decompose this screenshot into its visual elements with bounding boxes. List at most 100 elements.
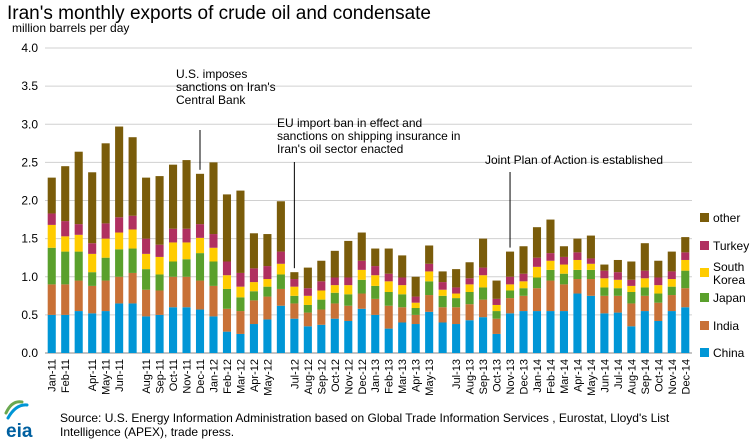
x-tick-label: Sep-12 [316,359,328,394]
bar-japan-mar-13 [398,294,407,308]
legend-label-south-korea: South Korea [713,260,745,287]
bar-south-korea-apr-12 [249,282,258,292]
bar-other-aug-13 [465,262,474,279]
bar-other-dec-11 [195,173,205,225]
bar-south-korea-feb-13 [384,281,393,292]
bar-south-korea-aug-14 [627,285,636,292]
bar-china-sep-13 [479,317,488,353]
bar-south-korea-sep-14 [640,278,649,288]
x-tick-label: Feb-12 [222,359,234,394]
bar-india-oct-12 [330,303,339,319]
x-tick-label: Jan-12 [208,359,220,393]
bar-south-korea-may-11 [101,238,110,258]
legend-label-turkey: Turkey [713,239,749,253]
x-tick-label: Sep-14 [640,359,652,394]
bar-other-aug-12 [303,267,312,289]
x-tick-label: Aug-13 [465,359,477,394]
bar-other-jul-11 [128,137,137,216]
bar-india-apr-12 [249,300,258,325]
bar-japan-dec-12 [357,279,366,294]
y-tick-label: 3.0 [21,117,38,131]
bar-other-oct-11 [169,164,178,229]
bar-japan-feb-13 [384,292,393,306]
bar-china-jan-12 [209,316,218,353]
bar-other-jul-14 [613,259,622,273]
bar-china-aug-13 [465,320,474,353]
bar-japan-sep-13 [479,287,488,300]
bar-south-korea-jun-14 [600,278,609,288]
x-tick-label: May-12 [262,359,274,396]
bar-japan-mar-11 [74,251,83,281]
bar-china-mar-11 [74,311,83,353]
bar-china-aug-11 [142,316,151,353]
x-tick-label: Apr-14 [572,359,584,392]
bar-india-jan-14 [532,288,542,312]
bar-india-may-13 [425,295,434,312]
bar-turkey-sep-12 [317,281,326,291]
bar-japan-oct-12 [330,292,339,304]
x-tick-label: Jan-14 [532,359,544,393]
bar-china-apr-13 [411,324,420,353]
bar-china-jul-14 [613,312,622,353]
bar-japan-oct-13 [492,311,501,319]
bar-turkey-mar-11 [74,224,83,235]
bar-other-jan-14 [532,227,542,258]
bar-japan-may-13 [425,281,434,296]
bar-turkey-sep-11 [155,244,164,257]
bar-japan-jun-12 [276,274,285,289]
annotation-text: Central Bank [176,93,246,107]
x-tick-label: Nov-13 [505,359,517,394]
bar-south-korea-aug-11 [142,253,151,270]
x-tick-label: Jul-14 [613,359,625,389]
x-tick-label: Apr-12 [249,359,261,392]
bar-india-mar-14 [559,284,568,312]
bar-japan-feb-11 [61,251,70,285]
bar-japan-apr-12 [249,291,258,301]
x-axis-ticks: Jan-11 Feb-11 Apr-11 May-11 Jun-11 Aug-11 Sep-… [47,359,693,396]
bar-china-nov-13 [505,313,515,353]
bar-turkey-aug-11 [142,238,151,254]
x-tick-label: Jun-11 [114,359,126,392]
legend-swatch-turkey [700,241,709,250]
bar-south-korea-aug-13 [465,284,474,292]
bar-india-jul-13 [452,307,461,325]
bar-china-jul-13 [452,324,461,353]
bar-other-jun-12 [276,201,285,252]
bar-turkey-nov-14 [667,271,676,280]
x-tick-label: Mar-12 [235,359,247,394]
bar-turkey-apr-13 [411,296,420,303]
legend-label-china: China [713,346,745,360]
bar-china-oct-14 [654,320,663,353]
x-tick-label: May-14 [586,359,598,396]
bar-japan-aug-14 [627,292,636,304]
x-tick-label: Feb-11 [60,359,72,393]
bar-south-korea-mar-13 [398,285,407,295]
y-tick-label: 2.0 [21,194,38,208]
bar-south-korea-may-13 [425,271,434,282]
bar-other-oct-14 [654,260,663,278]
bar-turkey-mar-12 [236,272,245,287]
bar-china-jun-13 [438,322,447,353]
bar-china-jun-12 [276,305,285,353]
bar-china-may-14 [586,295,595,353]
bar-china-jan-11 [47,314,56,353]
x-tick-label: Apr-11 [87,359,99,391]
bar-south-korea-sep-11 [155,256,164,275]
bar-japan-jan-11 [47,247,56,285]
bar-india-sep-12 [317,309,326,325]
bar-india-mar-13 [398,307,407,323]
bar-china-nov-14 [667,311,676,353]
bar-south-korea-jul-14 [613,279,622,289]
bar-other-oct-12 [330,250,339,278]
bar-china-mar-14 [559,311,568,353]
bar-other-sep-11 [155,176,164,245]
bar-china-mar-13 [398,322,407,353]
x-tick-label: Aug-14 [626,359,638,394]
y-axis-ticks: 0.0 0.5 1.0 1.5 2.0 2.5 3.0 3.5 4.0 [21,41,38,360]
bar-other-jan-13 [371,248,380,267]
x-tick-label: May-11 [101,359,113,395]
bar-other-dec-12 [357,232,366,261]
bar-india-dec-13 [519,295,528,312]
bar-turkey-nov-13 [505,276,515,285]
